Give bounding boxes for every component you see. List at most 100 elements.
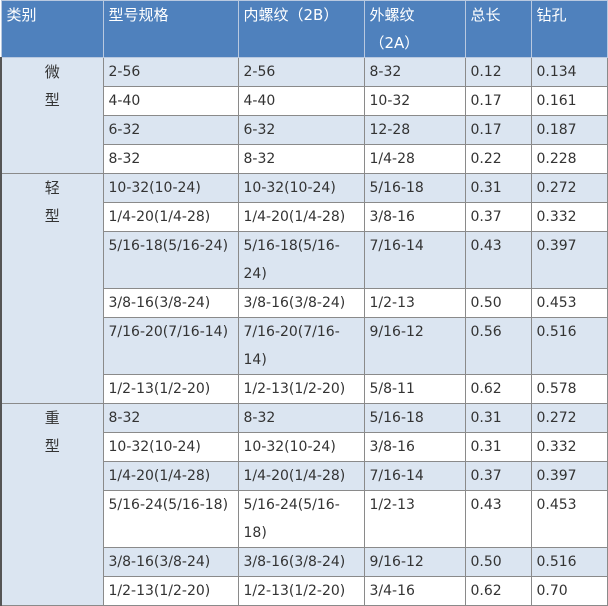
length-cell: 0.43 (464, 490, 532, 548)
table-row: 微型 2-56 2-56 8-32 0.12 0.134 (0, 57, 608, 174)
length-cell: 0.17 (464, 115, 532, 145)
model-cell: 7/16-20(7/16-14) (102, 317, 239, 375)
length-cell: 0.43 (464, 231, 532, 289)
model-cell: 5/16-18(5/16-24) (102, 231, 239, 289)
internal-thread-cell: 10-32(10-24) (237, 432, 365, 462)
internal-thread-cell: 8-32 (237, 144, 365, 174)
length-cell: 0.12 (464, 57, 532, 87)
category-cell: 轻型 (0, 173, 104, 404)
internal-thread-cell: 5/16-24(5/16-18) (237, 490, 365, 548)
drill-cell: 0.397 (530, 461, 608, 491)
drill-cell: 0.516 (530, 547, 608, 577)
external-thread-cell: 1/2-13 (363, 490, 466, 548)
external-thread-cell: 3/4-16 (363, 576, 466, 606)
category-cell: 重型 (0, 403, 104, 606)
length-cell: 0.37 (464, 461, 532, 491)
external-thread-cell: 12-28 (363, 115, 466, 145)
drill-cell: 0.228 (530, 144, 608, 174)
table-row: 5/16-24(5/16-18) 5/16-24(5/16-18) 1/2-13 0.… (1, 490, 608, 548)
model-cell: 2-56 (102, 57, 239, 87)
external-thread-cell: 1/4-28 (363, 144, 466, 174)
model-cell: 1/4-20(1/4-28) (102, 461, 239, 491)
length-cell: 0.50 (464, 547, 532, 577)
category-label: 微型 (44, 63, 60, 109)
length-cell: 0.50 (464, 288, 532, 318)
length-cell: 0.31 (464, 403, 532, 433)
internal-thread-cell: 2-56 (237, 57, 365, 87)
internal-thread-cell: 1/4-20(1/4-28) (237, 461, 365, 491)
model-cell: 8-32 (102, 403, 239, 433)
internal-thread-cell: 1/2-13(1/2-20) (237, 374, 365, 404)
drill-cell: 0.187 (530, 115, 608, 145)
internal-thread-cell: 10-32(10-24) (237, 173, 365, 203)
table-row: 10-32(10-24) 10-32(10-24) 3/8-16 0.31 0.332 (1, 432, 608, 462)
model-cell: 4-40 (102, 86, 239, 116)
model-cell: 1/2-13(1/2-20) (102, 576, 239, 606)
internal-thread-cell: 3/8-16(3/8-24) (237, 288, 365, 318)
external-thread-cell: 10-32 (363, 86, 466, 116)
length-cell: 0.37 (464, 202, 532, 232)
model-cell: 6-32 (102, 115, 239, 145)
length-cell: 0.31 (464, 173, 532, 203)
internal-thread-cell: 6-32 (237, 115, 365, 145)
drill-cell: 0.453 (530, 490, 608, 548)
external-thread-cell: 7/16-14 (363, 461, 466, 491)
external-thread-cell: 9/16-12 (363, 317, 466, 375)
length-cell: 0.56 (464, 317, 532, 375)
model-cell: 1/4-20(1/4-28) (102, 202, 239, 232)
internal-thread-cell: 5/16-18(5/16-24) (237, 231, 365, 289)
length-cell: 0.17 (464, 86, 532, 116)
category-label: 重型 (44, 409, 60, 455)
drill-cell: 0.161 (530, 86, 608, 116)
length-cell: 0.62 (464, 576, 532, 606)
table-row: 1/2-13(1/2-20) 1/2-13(1/2-20) 3/4-16 0.62 0.… (1, 576, 608, 606)
header-length: 总长 (464, 0, 532, 58)
external-thread-cell: 7/16-14 (363, 231, 466, 289)
table-row: 7/16-20(7/16-14) 7/16-20(7/16-14) 9/16-12 0… (1, 317, 608, 375)
internal-thread-cell: 3/8-16(3/8-24) (237, 547, 365, 577)
drill-cell: 0.397 (530, 231, 608, 289)
internal-thread-cell: 1/2-13(1/2-20) (237, 576, 365, 606)
table-row: 1/4-20(1/4-28) 1/4-20(1/4-28) 3/8-16 0.37 0.… (1, 202, 608, 232)
header-external-thread: 外螺纹（2A） (363, 0, 466, 58)
table-row: 6-32 6-32 12-28 0.17 0.187 (1, 115, 608, 145)
table-row: 重型 8-32 8-32 5/16-18 0.31 0.272 (0, 403, 608, 606)
header-row: 类别 型号规格 内螺纹（2B） 外螺纹（2A） 总长 钻孔 (0, 0, 608, 58)
model-cell: 3/8-16(3/8-24) (102, 547, 239, 577)
drill-cell: 0.332 (530, 432, 608, 462)
length-cell: 0.62 (464, 374, 532, 404)
external-thread-cell: 9/16-12 (363, 547, 466, 577)
table-row: 5/16-18(5/16-24) 5/16-18(5/16-24) 7/16-14 0… (1, 231, 608, 289)
drill-cell: 0.272 (530, 173, 608, 203)
model-cell: 10-32(10-24) (102, 173, 239, 203)
category-cell: 微型 (0, 57, 104, 174)
drill-cell: 0.272 (530, 403, 608, 433)
table-row: 4-40 4-40 10-32 0.17 0.161 (1, 86, 608, 116)
external-thread-cell: 5/16-18 (363, 173, 466, 203)
internal-thread-cell: 7/16-20(7/16-14) (237, 317, 365, 375)
external-thread-cell: 3/8-16 (363, 432, 466, 462)
category-label: 轻型 (44, 179, 60, 225)
model-cell: 1/2-13(1/2-20) (102, 374, 239, 404)
internal-thread-cell: 1/4-20(1/4-28) (237, 202, 365, 232)
external-thread-cell: 5/16-18 (363, 403, 466, 433)
external-thread-cell: 8-32 (363, 57, 466, 87)
internal-thread-cell: 8-32 (237, 403, 365, 433)
table-row: 3/8-16(3/8-24) 3/8-16(3/8-24) 1/2-13 0.50 0.… (1, 288, 608, 318)
drill-cell: 0.453 (530, 288, 608, 318)
external-thread-cell: 5/8-11 (363, 374, 466, 404)
header-category: 类别 (0, 0, 104, 58)
header-drill: 钻孔 (530, 0, 608, 58)
header-internal-thread: 内螺纹（2B） (237, 0, 365, 58)
table-row: 8-32 8-32 1/4-28 0.22 0.228 (1, 144, 608, 174)
drill-cell: 0.70 (530, 576, 608, 606)
header-model: 型号规格 (102, 0, 239, 58)
drill-cell: 0.134 (530, 57, 608, 87)
drill-cell: 0.516 (530, 317, 608, 375)
model-cell: 10-32(10-24) (102, 432, 239, 462)
length-cell: 0.22 (464, 144, 532, 174)
drill-cell: 0.578 (530, 374, 608, 404)
model-cell: 8-32 (102, 144, 239, 174)
model-cell: 5/16-24(5/16-18) (102, 490, 239, 548)
